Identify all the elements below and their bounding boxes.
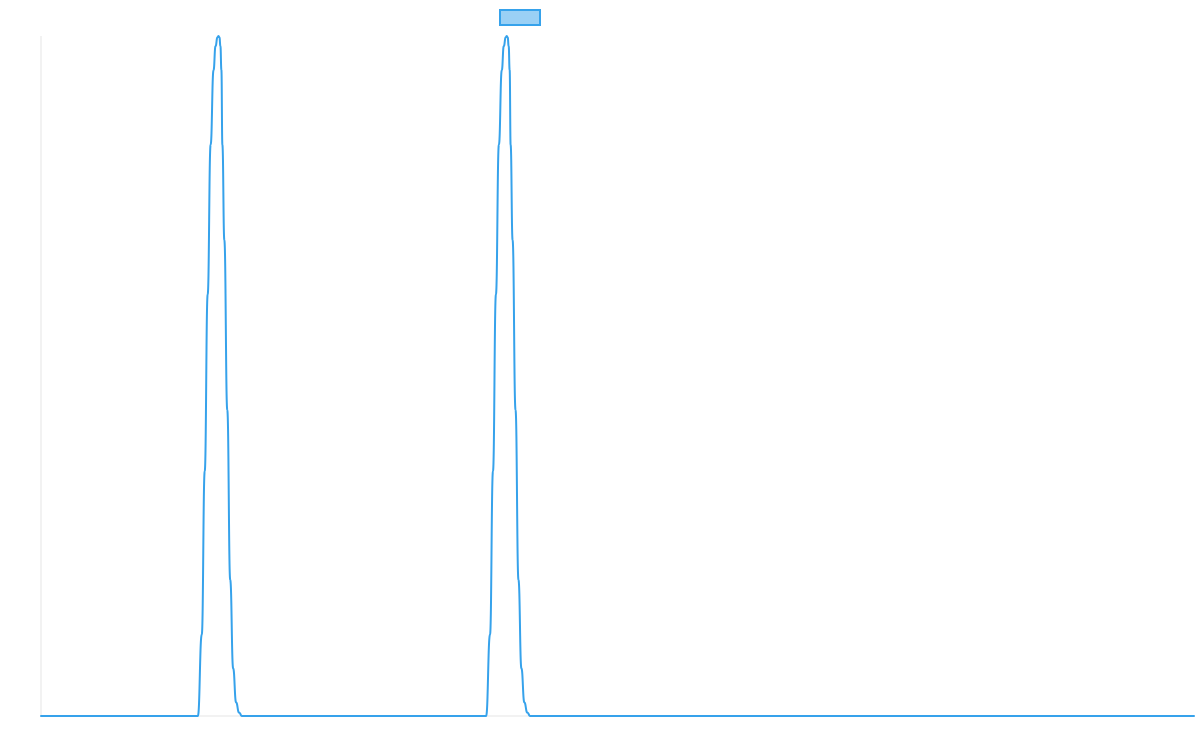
series-line-0 [40, 35, 1195, 718]
legend-swatch[interactable] [499, 9, 541, 26]
series-layer [40, 35, 1195, 718]
axes-layer [40, 36, 1194, 717]
legend[interactable] [499, 9, 541, 26]
